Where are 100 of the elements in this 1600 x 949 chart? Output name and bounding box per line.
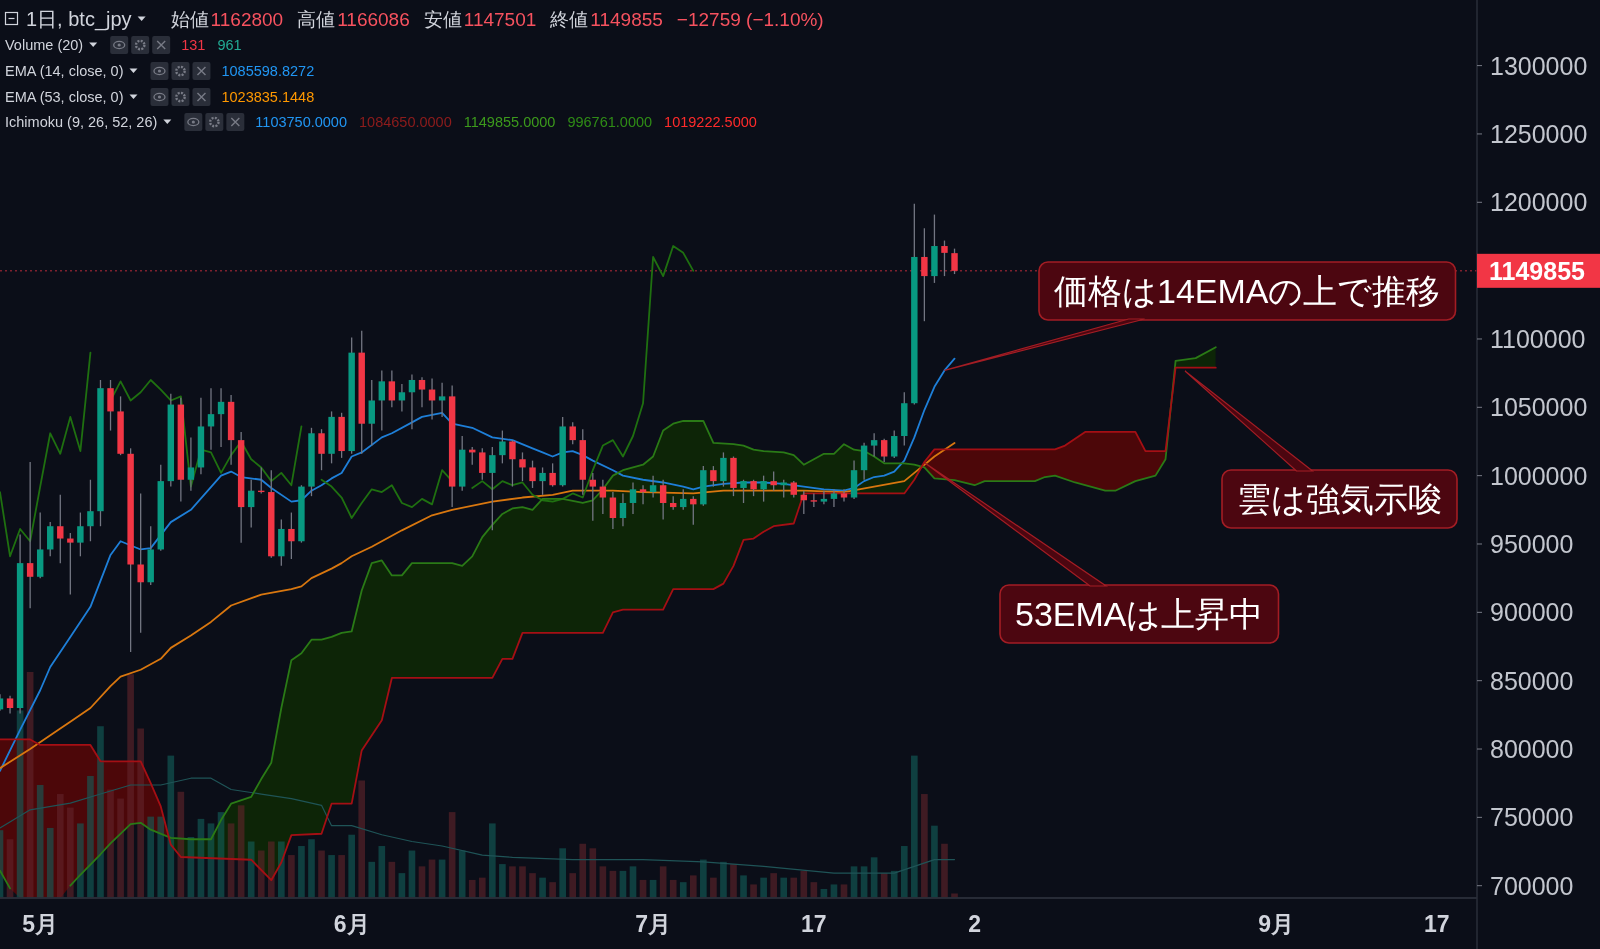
annotation: 961 [217, 37, 242, 53]
y-tick-label: 900000 [1490, 598, 1574, 627]
annotation: 1019222.5000 [664, 114, 757, 130]
line-series [0, 357, 956, 772]
bar [458, 850, 466, 898]
bar [941, 843, 948, 898]
ref-line-label: 1149855 [1489, 256, 1586, 285]
bar [911, 755, 918, 898]
candlestick [67, 532, 74, 596]
candlestick [529, 459, 536, 489]
candlestick [398, 383, 406, 413]
bar [97, 726, 104, 898]
candlestick [870, 432, 878, 458]
annotation: 安値 [423, 8, 462, 30]
candlestick [318, 428, 325, 471]
bar [921, 794, 928, 898]
candlestick [820, 490, 828, 506]
candlestick [639, 484, 647, 506]
bar [478, 877, 486, 898]
x-tick-label: 5月 [22, 911, 59, 937]
bar [740, 875, 747, 898]
annotation: 雲は強気示唆 [1237, 480, 1442, 518]
annotation: 1166086 [337, 8, 410, 30]
y-tick-label: 700000 [1490, 871, 1574, 900]
y-tick-label: 950000 [1490, 529, 1574, 558]
bar [700, 859, 707, 898]
annotation: 1162800 [210, 8, 284, 30]
candlestick [589, 472, 597, 522]
candlestick [710, 465, 717, 488]
bar [689, 875, 697, 898]
annotation: 価格は14EMAの上で推移 [1054, 272, 1441, 310]
bar [107, 789, 114, 898]
candlestick [57, 494, 64, 564]
annotation: 131 [181, 37, 206, 53]
line-series [0, 442, 956, 770]
candlestick [489, 446, 496, 531]
bar [157, 816, 165, 898]
candlestick [87, 479, 94, 542]
candlestick [830, 488, 838, 508]
bar [368, 861, 376, 898]
bar [750, 884, 757, 898]
y-tick-label: 800000 [1490, 735, 1574, 764]
annotation: 始値 [170, 8, 209, 30]
candlestick [388, 369, 396, 408]
annotation: 1147501 [463, 8, 537, 30]
bar [77, 823, 84, 898]
x-tick-label: 17 [1424, 911, 1450, 937]
bar [951, 893, 958, 898]
annotation: 996761.0000 [567, 114, 653, 130]
annotation: −12759 (−1.10%) [676, 8, 824, 30]
bar [539, 877, 546, 898]
candlestick [378, 369, 386, 432]
annotation: Volume (20) [5, 37, 84, 53]
bar [720, 861, 727, 898]
bar [730, 864, 737, 898]
bar [338, 855, 345, 898]
candlestick [519, 451, 526, 482]
candlestick [810, 492, 818, 508]
x-tick-label: 17 [801, 911, 827, 937]
candlestick [880, 438, 888, 463]
x-tick-label: 2 [968, 911, 982, 937]
y-tick-label: 1100000 [1490, 324, 1586, 353]
bar [298, 846, 305, 898]
bar [589, 848, 597, 898]
bar [931, 825, 938, 898]
bar [67, 807, 74, 898]
bar [378, 846, 386, 898]
candlestick [539, 466, 546, 496]
bar [900, 846, 908, 898]
bar [137, 728, 144, 898]
candlestick [207, 387, 215, 451]
bar [770, 873, 777, 898]
candlestick [740, 479, 747, 504]
y-tick-label: 750000 [1490, 803, 1574, 832]
chart-title: 1日, btc_jpy [26, 8, 132, 31]
bar [549, 882, 556, 898]
candlestick [438, 382, 446, 418]
y-tick-label: 1200000 [1490, 188, 1588, 217]
bar [468, 879, 476, 898]
candlestick [569, 421, 576, 445]
bar [318, 850, 325, 898]
candlestick [649, 475, 657, 499]
candlestick [659, 479, 667, 521]
bar [257, 850, 265, 898]
candlestick [77, 511, 84, 557]
candlestick [720, 451, 727, 488]
annotation: 高値 [297, 8, 336, 30]
candlestick [760, 475, 767, 503]
bar [267, 841, 275, 898]
candlestick [368, 379, 375, 447]
bar [117, 798, 124, 898]
y-tick-label: 1000000 [1490, 461, 1588, 490]
candlestick [288, 511, 295, 560]
candlestick [629, 481, 637, 515]
x-tick-label: 6月 [333, 911, 370, 937]
annotation: 終値 [549, 8, 589, 30]
candlestick [599, 479, 607, 515]
annotation: 1023835.1448 [221, 89, 315, 105]
candlestick [479, 447, 486, 481]
bar [890, 870, 898, 898]
